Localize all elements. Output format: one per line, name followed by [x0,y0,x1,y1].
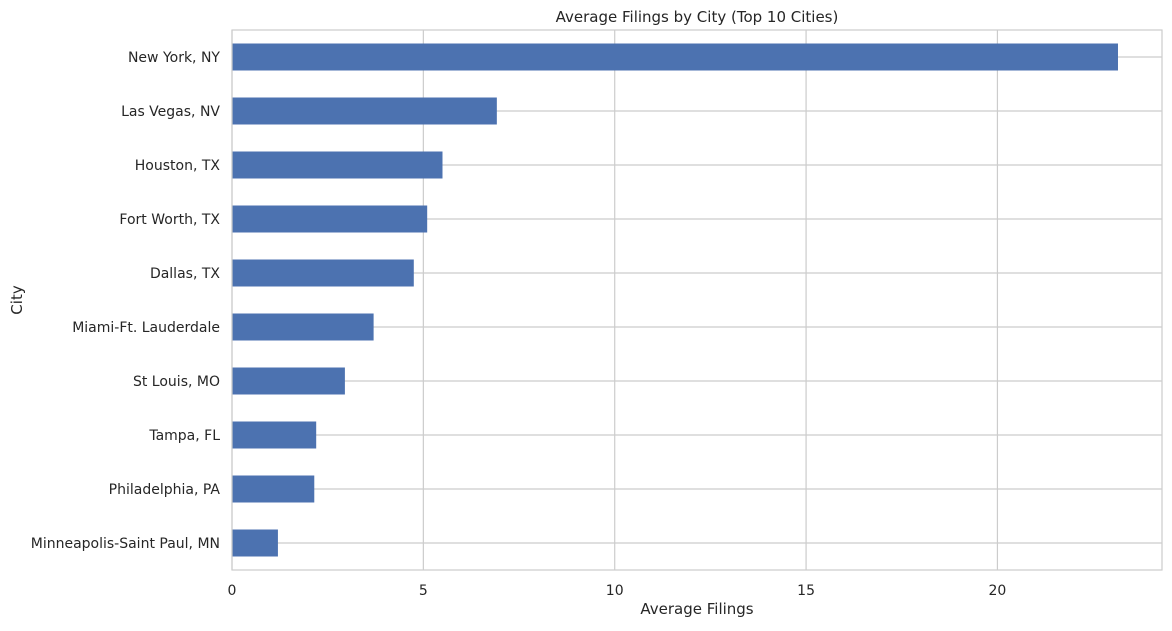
bar [232,97,497,125]
y-tick-label: Las Vegas, NV [121,104,220,120]
y-tick-label: Minneapolis-Saint Paul, MN [31,536,220,552]
bar [232,259,414,287]
y-tick-label: Tampa, FL [148,428,220,444]
y-axis-label: City [8,285,26,315]
y-tick-label: New York, NY [128,50,220,66]
y-tick-label: Dallas, TX [150,266,220,282]
bar [232,367,345,395]
bar [232,205,428,233]
bar [232,313,374,341]
x-axis-label: Average Filings [640,600,753,618]
x-tick-labels: 0 5 10 15 20 [228,583,1007,599]
x-tick-label: 0 [228,583,237,599]
y-tick-label: Philadelphia, PA [109,482,221,498]
y-tick-labels: New York, NY Las Vegas, NV Houston, TX Fort… [31,50,221,552]
bars [232,43,1118,557]
y-tick-label: Fort Worth, TX [119,212,220,228]
bar [232,475,315,503]
y-tick-label: St Louis, MO [133,374,220,390]
bar [232,421,317,449]
x-tick-label: 15 [797,583,815,599]
chart-title: Average Filings by City (Top 10 Cities) [556,8,839,26]
x-tick-label: 20 [989,583,1007,599]
bar [232,151,443,179]
bar [232,529,278,557]
y-tick-label: Houston, TX [135,158,221,174]
x-tick-label: 10 [606,583,624,599]
plot-frame [231,29,1163,571]
y-tick-label: Miami-Ft. Lauderdale [72,320,220,336]
x-tick-label: 5 [419,583,428,599]
bar [232,43,1118,71]
